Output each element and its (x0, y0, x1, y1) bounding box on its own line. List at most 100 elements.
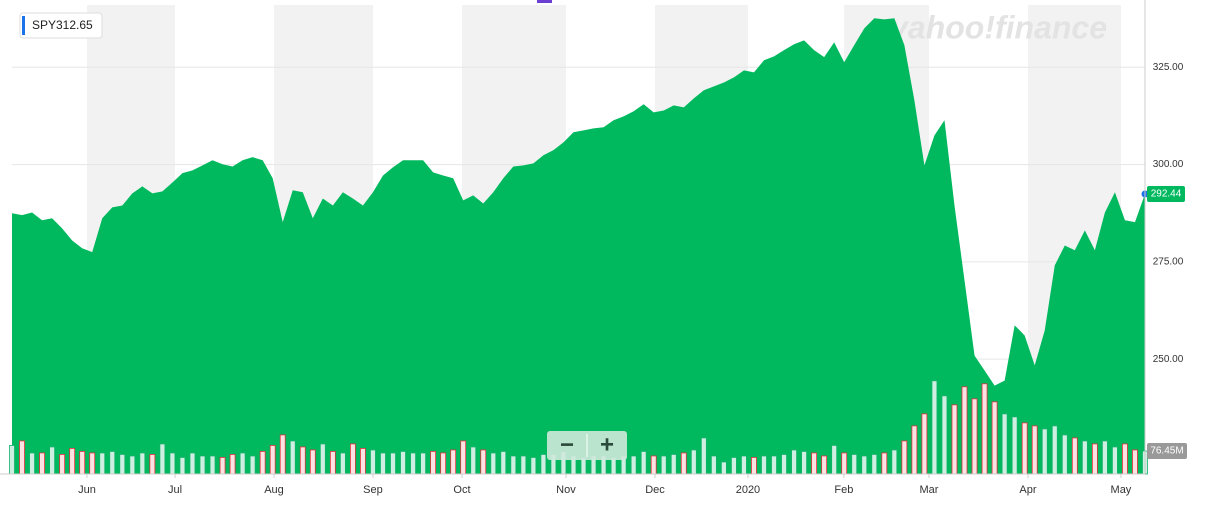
legend-symbol: SPY (32, 18, 56, 32)
volume-bar (1041, 428, 1048, 475)
x-tick-label: Aug (264, 484, 284, 496)
volume-bar (139, 452, 146, 475)
x-tick-label: Feb (834, 484, 853, 496)
volume-bar (771, 455, 777, 475)
volume-bar (19, 440, 25, 475)
volume-bar (1031, 425, 1038, 475)
volume-bar (510, 455, 517, 475)
volume-bar (981, 383, 988, 475)
volume-bar (179, 457, 186, 475)
x-tick-label: Nov (556, 484, 576, 496)
y-tick-label: 300.00 (1153, 159, 1184, 170)
volume-bar (680, 452, 687, 475)
volume-bar (319, 443, 326, 475)
volume-bar (1011, 416, 1018, 475)
volume-bar (299, 446, 306, 475)
volume-bar (470, 446, 477, 475)
volume-bar (79, 451, 86, 475)
volume-bar (1091, 443, 1098, 475)
volume-bar (249, 455, 256, 475)
volume-bar (831, 445, 838, 475)
volume-bar (710, 455, 717, 475)
volume-bar (650, 455, 657, 475)
last-volume-label: 76.45M (1150, 446, 1183, 457)
x-tick-label: Dec (645, 484, 665, 496)
volume-bar (49, 446, 56, 475)
volume-bar (129, 455, 136, 475)
volume-bar (279, 434, 286, 475)
volume-bar (119, 454, 126, 475)
volume-bar (269, 445, 276, 475)
x-tick-label: Oct (453, 484, 470, 496)
volume-bar (440, 452, 447, 475)
volume-bar (1132, 449, 1138, 475)
legend-value: 312.65 (56, 18, 93, 32)
volume-bar (500, 451, 507, 475)
volume-bar (941, 395, 948, 475)
volume-bar (700, 437, 707, 475)
volume-bar (69, 448, 76, 475)
price-area-path (12, 18, 1145, 475)
x-tick-label: 2020 (736, 484, 760, 496)
volume-bar (961, 386, 968, 475)
volume-bar (370, 449, 376, 475)
x-tick-label: Jul (168, 484, 182, 496)
volume-bar (89, 452, 96, 475)
y-tick-label: 250.00 (1153, 354, 1184, 365)
legend: SPY 312.65 (19, 12, 103, 39)
volume-bar (1021, 422, 1028, 475)
volume-bar (630, 455, 637, 475)
volume-bar (199, 455, 206, 475)
volume-bar (450, 449, 457, 475)
volume-bar (761, 455, 767, 475)
volume-bar (339, 452, 346, 475)
volume-bar (751, 457, 757, 475)
volume-bar (741, 455, 747, 475)
volume-bar (309, 449, 316, 475)
volume-bar (951, 404, 958, 475)
axes: Jun Jul Aug Sep Oct Nov Dec 2020 Feb Mar Apr May 250… (0, 0, 1187, 496)
volume-bar (881, 452, 888, 475)
x-tick-label: Sep (363, 484, 383, 496)
volume-bar (9, 445, 15, 475)
volume-bar (149, 454, 156, 475)
volume-bar (660, 455, 667, 475)
volume-bar (1061, 434, 1068, 475)
volume-bar (39, 452, 45, 475)
volume-bar (540, 454, 547, 475)
volume-bar (801, 451, 807, 475)
zoom-out-button[interactable]: − (560, 431, 574, 458)
last-volume-box (1147, 443, 1187, 460)
volume-bar (520, 455, 527, 475)
y-tick-label: 275.00 (1153, 257, 1184, 268)
volume-bar (159, 443, 166, 475)
volume-bar (390, 452, 396, 475)
volume-bar (460, 440, 467, 475)
zoom-in-button[interactable]: + (600, 431, 614, 458)
volume-bar (530, 457, 537, 475)
volume-bar (1081, 440, 1088, 475)
volume-bar (670, 454, 677, 475)
zoom-controls: − + (547, 431, 627, 460)
volume-bar (1001, 413, 1008, 475)
volume-bar (931, 380, 938, 475)
volume-bar (209, 455, 216, 475)
volume-bar (921, 413, 928, 475)
volume-bar (640, 451, 647, 475)
top-marker (537, 0, 552, 3)
volume-bar (991, 401, 998, 475)
y-tick-label: 325.00 (1153, 62, 1184, 73)
volume-bar (29, 452, 35, 475)
volume-bar (360, 448, 366, 475)
volume-bar (731, 457, 737, 475)
volume-bar (911, 425, 918, 475)
volume-bar (400, 451, 406, 475)
volume-bar (219, 457, 226, 475)
volume-bar (99, 452, 106, 475)
volume-bar (480, 449, 487, 475)
volume-bar (1122, 443, 1128, 475)
volume-bar (901, 440, 908, 475)
volume-bar (851, 454, 858, 475)
x-tick-label: Mar (919, 484, 938, 496)
